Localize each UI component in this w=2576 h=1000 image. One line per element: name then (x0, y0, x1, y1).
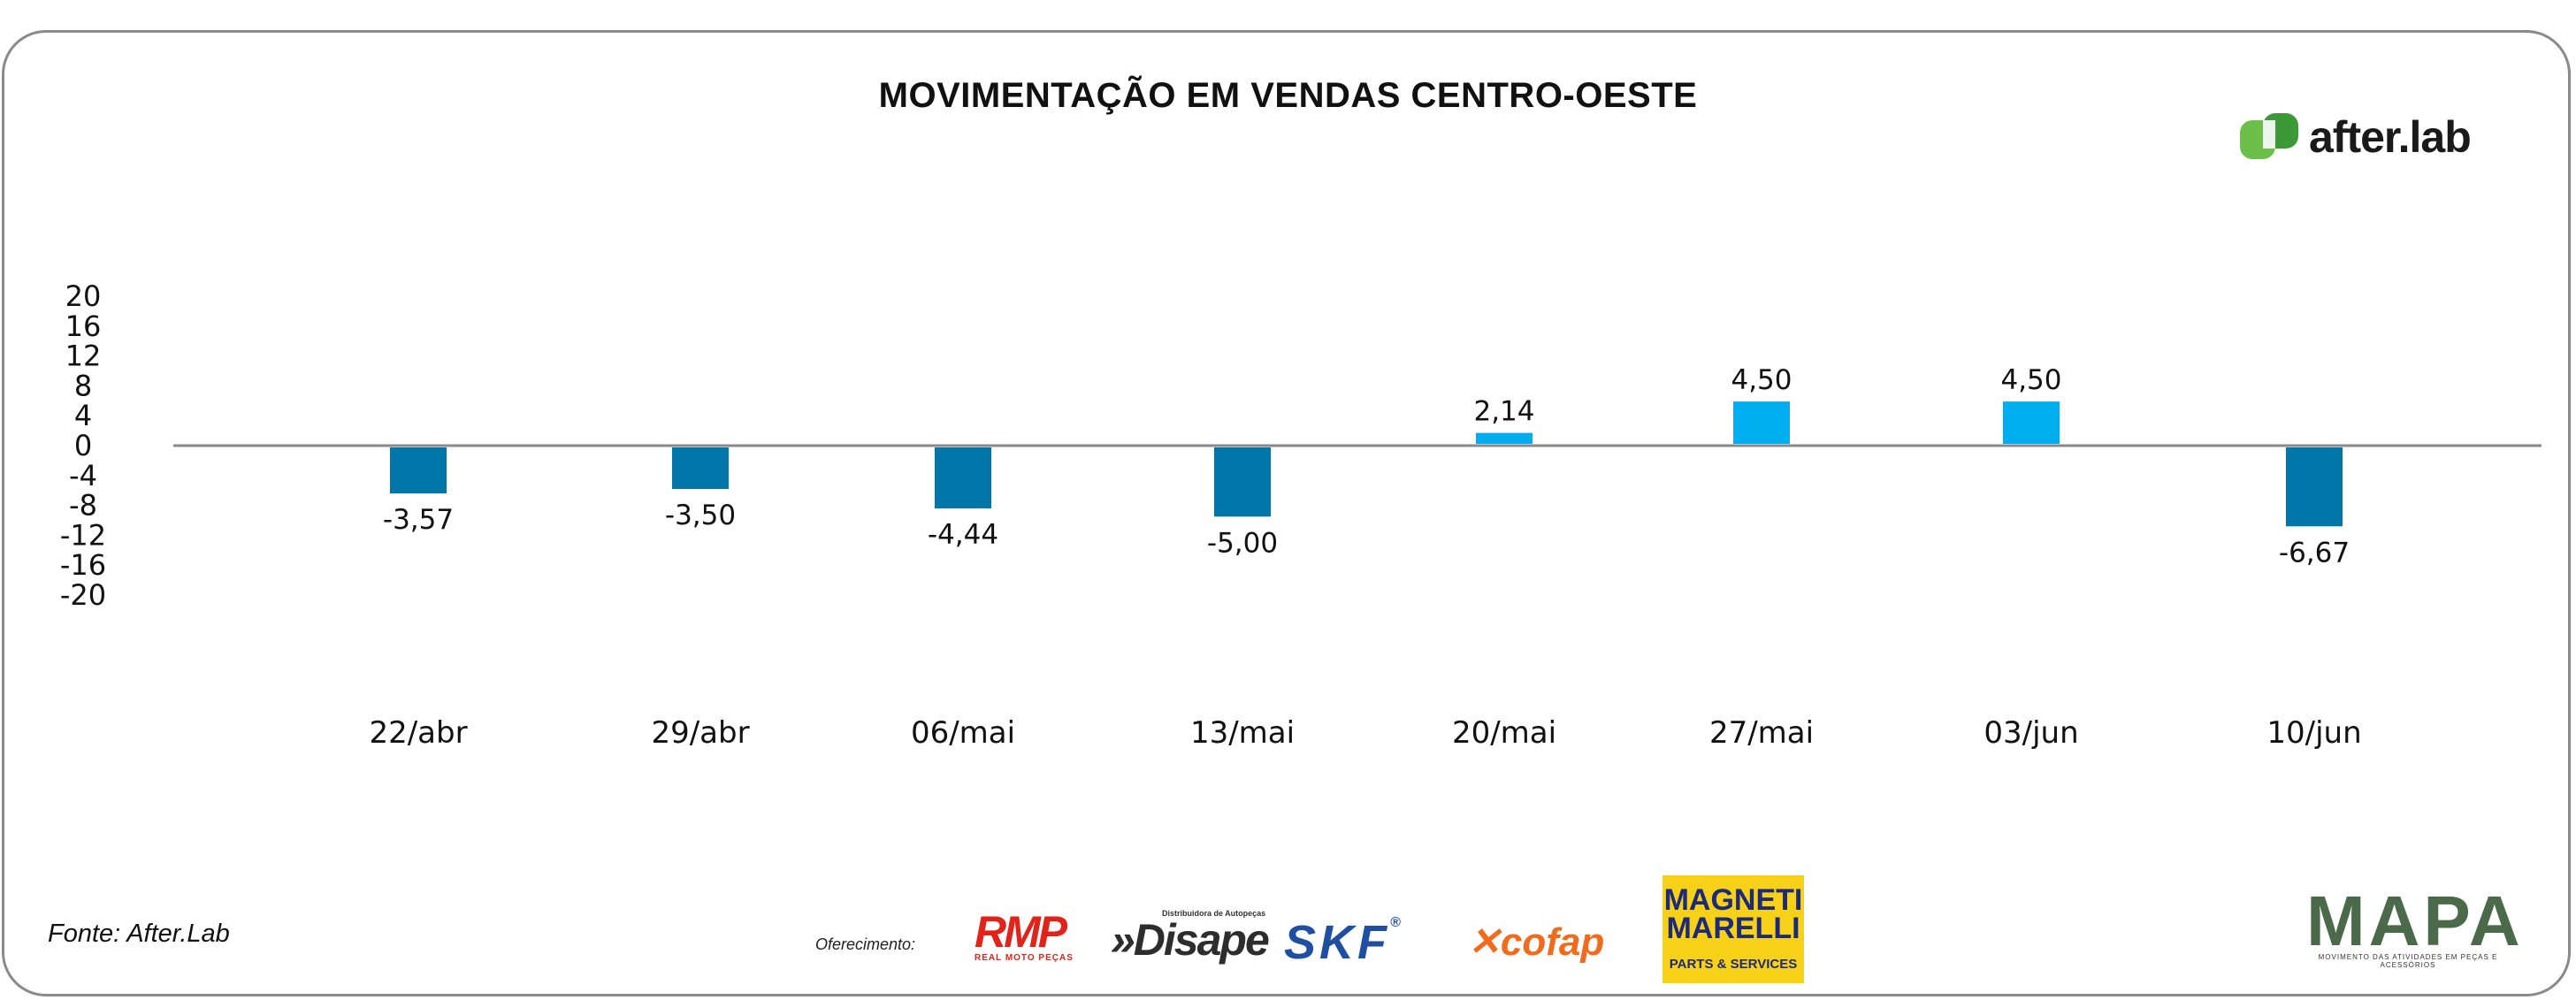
x-category-label: 03/jun (1984, 715, 2078, 751)
data-label: -3,50 (665, 500, 736, 531)
source-note: Fonte: After.Lab (48, 920, 230, 948)
y-tick-label: 8 (74, 369, 92, 402)
cofap-logo: ✕cofap (1468, 920, 1604, 965)
y-tick-label: -12 (60, 518, 106, 552)
x-category-label: 10/jun (2266, 715, 2361, 751)
cofap-x-icon: ✕ (1468, 920, 1501, 964)
chart-frame (2, 30, 2571, 996)
rmp-logo: RMP REAL MOTO PEÇAS (975, 907, 1074, 963)
rmp-wordmark: RMP (975, 907, 1067, 957)
sponsor-label: Oferecimento: (815, 935, 916, 953)
skf-logo: SKF® (1284, 915, 1404, 970)
afterlab-mark-icon (2240, 111, 2302, 163)
bar (1733, 401, 1790, 444)
skf-wordmark: SKF (1284, 916, 1390, 969)
y-tick-label: 16 (65, 309, 102, 343)
skf-registered-mark: ® (1390, 915, 1404, 930)
x-category-label: 20/mai (1452, 715, 1556, 751)
y-tick-label: 0 (74, 429, 92, 462)
data-label: 4,50 (2000, 364, 2061, 396)
marelli-line: MARELLI (1666, 912, 1800, 945)
bar (935, 447, 991, 508)
y-tick-label: 12 (65, 340, 102, 373)
data-label: -3,57 (383, 504, 454, 536)
bar (672, 447, 729, 490)
y-tick-label: -20 (60, 578, 106, 612)
x-category-label: 29/abr (651, 715, 749, 751)
x-category-label: 27/mai (1709, 715, 1814, 751)
afterlab-logo: after.lab (2240, 111, 2472, 164)
data-label: -4,44 (928, 519, 998, 551)
magneti-subtitle: PARTS & SERVICES (1669, 957, 1798, 972)
y-tick-label: -16 (60, 548, 106, 582)
disape-wordmark: »Disape (1111, 915, 1270, 965)
x-category-label: 22/abr (369, 715, 467, 751)
y-tick-label: -8 (69, 489, 97, 523)
magneti-line: MAGNETI (1663, 883, 1803, 917)
magneti-marelli-wordmark: MAGNETI MARELLI (1663, 883, 1804, 945)
y-tick-label: 20 (65, 279, 102, 313)
disape-logo: Distribuidora de Autopeças »Disape (1111, 909, 1270, 965)
x-category-label: 13/mai (1190, 715, 1295, 751)
bar (390, 447, 447, 494)
bar (1476, 432, 1533, 444)
bar (2286, 447, 2343, 527)
data-label: 4,50 (1731, 364, 1792, 396)
mapa-logo: MAPA MOVIMENTO DAS ATIVIDADES EM PEÇAS E… (2306, 882, 2524, 970)
data-label: -5,00 (1207, 527, 1278, 559)
y-tick-label: -4 (69, 459, 97, 492)
cofap-wordmark: cofap (1500, 920, 1605, 964)
data-label: -6,67 (2279, 537, 2350, 569)
rmp-subtitle: REAL MOTO PEÇAS (975, 953, 1074, 963)
afterlab-wordmark: after.lab (2309, 112, 2472, 162)
bar (1214, 447, 1271, 517)
x-category-label: 06/mai (911, 715, 1015, 751)
bar (2003, 401, 2060, 444)
magneti-marelli-logo: MAGNETI MARELLI PARTS & SERVICES (1663, 875, 1804, 983)
chart-title: MOVIMENTAÇÃO EM VENDAS CENTRO-OESTE (878, 76, 1698, 115)
y-tick-label: 4 (74, 399, 92, 432)
mapa-subtitle: MOVIMENTO DAS ATIVIDADES EM PEÇAS E ACES… (2318, 953, 2498, 969)
data-label: 2,14 (1473, 396, 1534, 428)
disape-subtitle: Distribuidora de Autopeças (1162, 909, 1266, 918)
mapa-wordmark: MAPA (2306, 882, 2524, 960)
